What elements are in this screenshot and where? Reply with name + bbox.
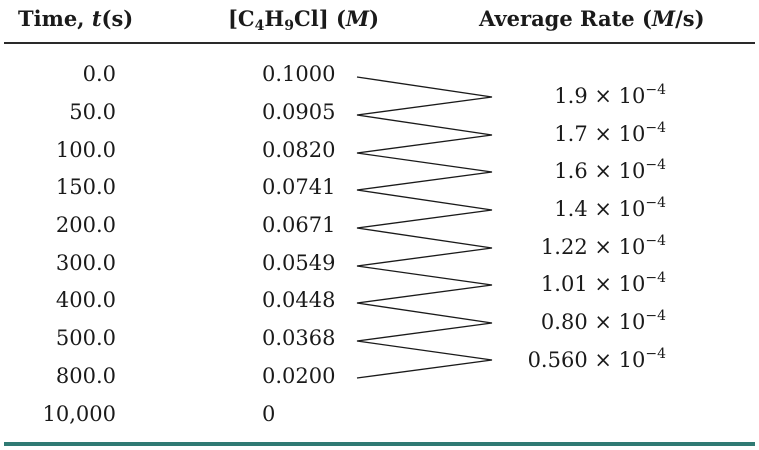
time-value: 500.0 bbox=[55, 326, 116, 350]
concentration-value: 0.0905 bbox=[262, 100, 336, 124]
rate-times-ten: × 10 bbox=[587, 272, 646, 296]
conc-header-sub-carbon: 4 bbox=[254, 18, 265, 34]
rate-header-prefix: Average Rate ( bbox=[479, 6, 652, 31]
rate-header-suffix: /s) bbox=[675, 6, 705, 31]
rate-times-ten: × 10 bbox=[587, 197, 646, 221]
rate-times-ten: × 10 bbox=[587, 159, 646, 183]
header-divider bbox=[4, 42, 755, 44]
conc-header-end: ) bbox=[369, 6, 380, 31]
time-column-header: Time, t(s) bbox=[18, 6, 133, 31]
time-value: 0.0 bbox=[82, 62, 116, 86]
average-rate-value: 1.4 × 10−4 bbox=[554, 195, 666, 221]
concentration-column-header: [C4H9Cl] (M) bbox=[228, 6, 379, 34]
time-value: 50.0 bbox=[69, 100, 116, 124]
rate-times-ten: × 10 bbox=[587, 235, 646, 259]
rate-mantissa: 1.6 bbox=[554, 159, 588, 183]
rate-times-ten: × 10 bbox=[587, 310, 646, 334]
rate-mantissa: 0.560 bbox=[527, 348, 588, 372]
rate-exponent: −4 bbox=[645, 195, 666, 211]
average-rate-value: 1.6 × 10−4 bbox=[554, 157, 666, 183]
time-value: 100.0 bbox=[55, 138, 116, 162]
concentration-value: 0 bbox=[262, 402, 276, 426]
rate-exponent: −4 bbox=[645, 120, 666, 136]
time-value: 150.0 bbox=[55, 175, 116, 199]
conc-header-h: H bbox=[264, 6, 285, 31]
time-header-unit: (s) bbox=[101, 6, 134, 31]
conc-header-sub-hydrogen: 9 bbox=[284, 18, 294, 34]
rate-header-unit: M bbox=[651, 6, 676, 31]
time-value: 400.0 bbox=[55, 288, 116, 312]
time-header-prefix: Time, bbox=[18, 6, 92, 31]
average-rate-value: 1.9 × 10−4 bbox=[554, 82, 666, 108]
concentration-value: 0.0200 bbox=[262, 364, 336, 388]
average-rate-value: 0.80 × 10−4 bbox=[541, 308, 666, 334]
rate-mantissa: 1.22 bbox=[540, 235, 588, 259]
time-value: 10,000 bbox=[42, 402, 116, 426]
rate-mantissa: 1.9 bbox=[554, 84, 588, 108]
rate-exponent: −4 bbox=[645, 270, 666, 286]
rate-exponent: −4 bbox=[645, 82, 666, 98]
time-value: 200.0 bbox=[55, 213, 116, 237]
time-header-variable: t bbox=[91, 6, 102, 31]
rate-mantissa: 1.7 bbox=[554, 122, 588, 146]
concentration-value: 0.0448 bbox=[262, 288, 336, 312]
rate-exponent: −4 bbox=[645, 157, 666, 173]
rate-exponent: −4 bbox=[645, 346, 666, 362]
rate-exponent: −4 bbox=[645, 233, 666, 249]
zigzag-connector bbox=[356, 76, 493, 379]
average-rate-value: 1.01 × 10−4 bbox=[541, 270, 666, 296]
average-rate-column-header: Average Rate (M/s) bbox=[479, 6, 705, 31]
rate-times-ten: × 10 bbox=[587, 348, 646, 372]
time-value: 800.0 bbox=[55, 364, 116, 388]
rate-mantissa: 0.80 bbox=[540, 310, 588, 334]
average-rate-value: 1.7 × 10−4 bbox=[554, 120, 666, 146]
rate-times-ten: × 10 bbox=[587, 122, 646, 146]
concentration-value: 0.0368 bbox=[262, 326, 336, 350]
time-value: 300.0 bbox=[55, 251, 116, 275]
conc-header-close: Cl] ( bbox=[294, 6, 346, 31]
concentration-value: 0.0549 bbox=[262, 251, 336, 275]
conc-header-unit: M bbox=[345, 6, 370, 31]
average-rate-value: 0.560 × 10−4 bbox=[528, 346, 666, 372]
concentration-value: 0.0820 bbox=[262, 138, 336, 162]
average-rate-value: 1.22 × 10−4 bbox=[541, 233, 666, 259]
concentration-value: 0.0671 bbox=[262, 213, 336, 237]
concentration-value: 0.0741 bbox=[262, 175, 336, 199]
rate-mantissa: 1.4 bbox=[554, 197, 588, 221]
rate-exponent: −4 bbox=[645, 308, 666, 324]
concentration-value: 0.1000 bbox=[262, 62, 336, 86]
conc-header-open: [C bbox=[228, 6, 255, 31]
table-bottom-rule bbox=[4, 442, 755, 446]
rate-mantissa: 1.01 bbox=[540, 272, 588, 296]
rate-times-ten: × 10 bbox=[587, 84, 646, 108]
